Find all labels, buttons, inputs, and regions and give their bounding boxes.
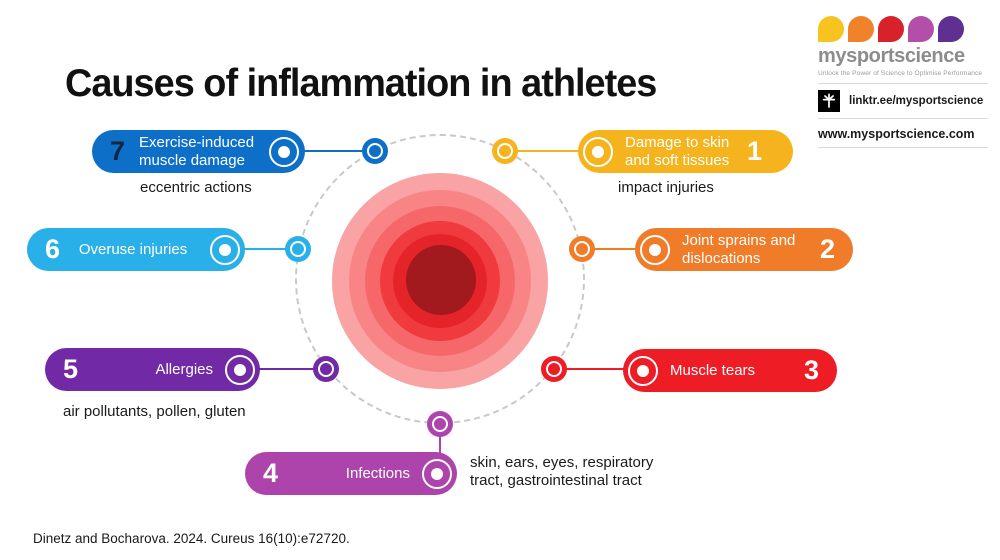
cause-label-4: Infections bbox=[345, 464, 410, 482]
cause-label-3: Muscle tears bbox=[670, 361, 756, 379]
pill-dot-icon bbox=[640, 234, 670, 265]
sublabel-5: air pollutants, pollen, gluten bbox=[63, 403, 246, 420]
connector-1 bbox=[516, 150, 584, 152]
pill-dot-icon bbox=[210, 234, 240, 265]
connector-5 bbox=[252, 368, 316, 370]
connector-6 bbox=[235, 248, 288, 250]
cause-number-7: 7 bbox=[110, 136, 126, 166]
cause-pill-2: Joint sprains and dislocations 2 bbox=[635, 228, 853, 271]
cause-pill-1: Damage to skin and soft tissues 1 bbox=[578, 130, 793, 173]
ring-node-5 bbox=[313, 356, 339, 382]
brand-tagline: Unlock the Power of Science to Optimise … bbox=[818, 70, 983, 77]
website-url: www.mysportscience.com bbox=[818, 127, 975, 141]
cause-pill-6: 6 Overuse injuries bbox=[27, 228, 245, 271]
cause-number-6: 6 bbox=[45, 234, 61, 264]
linktree-icon bbox=[818, 90, 840, 112]
divider bbox=[818, 118, 988, 119]
logo-droplet-icon bbox=[848, 16, 874, 42]
ring-node-7 bbox=[362, 138, 388, 164]
sublabel-1: impact injuries bbox=[618, 179, 714, 196]
cause-pill-4: 4 Infections bbox=[245, 452, 457, 495]
ring-node-3 bbox=[541, 356, 567, 382]
linktree-row: linktr.ee/mysportscience bbox=[818, 90, 988, 112]
divider bbox=[818, 147, 988, 148]
logo-droplet-icon bbox=[938, 16, 964, 42]
linktree-url: linktr.ee/mysportscience bbox=[849, 95, 984, 107]
pill-dot-icon bbox=[628, 355, 658, 386]
cause-label-5: Allergies bbox=[155, 360, 213, 378]
brand-name: mysportscience bbox=[818, 45, 965, 67]
pill-dot-icon bbox=[269, 136, 300, 167]
cause-pill-5: 5 Allergies bbox=[45, 348, 260, 391]
brand-logo bbox=[818, 16, 988, 42]
page-title: Causes of inflammation in athletes bbox=[65, 62, 657, 106]
logo-droplet-icon bbox=[818, 16, 844, 42]
connector-7 bbox=[290, 150, 365, 152]
inflammation-ring-6 bbox=[406, 245, 476, 315]
connector-4 bbox=[439, 434, 441, 456]
sublabel-7: eccentric actions bbox=[140, 179, 252, 196]
sublabel-4: skin, ears, eyes, respiratory tract, gas… bbox=[470, 454, 654, 489]
cause-number-2: 2 bbox=[819, 234, 835, 264]
ring-node-2 bbox=[569, 236, 595, 262]
logo-droplet-icon bbox=[908, 16, 934, 42]
ring-node-4 bbox=[427, 411, 453, 437]
cause-number-3: 3 bbox=[803, 355, 819, 385]
cause-label-1: Damage to skin and soft tissues bbox=[625, 134, 730, 169]
pill-dot-icon bbox=[225, 354, 255, 385]
ring-node-6 bbox=[285, 236, 311, 262]
pill-dot-icon bbox=[583, 136, 613, 167]
connector-2 bbox=[592, 248, 644, 250]
pill-dot-icon bbox=[422, 458, 452, 489]
cause-number-5: 5 bbox=[63, 354, 79, 384]
cause-pill-3: Muscle tears 3 bbox=[623, 349, 837, 392]
cause-label-2: Joint sprains and dislocations bbox=[682, 232, 796, 267]
cause-number-4: 4 bbox=[263, 458, 279, 488]
cause-label-7: Exercise-induced muscle damage bbox=[139, 134, 255, 169]
cause-label-6: Overuse injuries bbox=[78, 240, 188, 258]
cause-pill-7: 7 Exercise-induced muscle damage bbox=[92, 130, 305, 173]
brand-block: mysportscience Unlock the Power of Scien… bbox=[818, 16, 988, 148]
cause-number-1: 1 bbox=[747, 136, 763, 166]
citation-text: Dinetz and Bocharova. 2024. Cureus 16(10… bbox=[33, 531, 350, 546]
divider bbox=[818, 83, 988, 84]
ring-node-1 bbox=[492, 138, 518, 164]
connector-3 bbox=[564, 368, 630, 370]
logo-droplet-icon bbox=[878, 16, 904, 42]
